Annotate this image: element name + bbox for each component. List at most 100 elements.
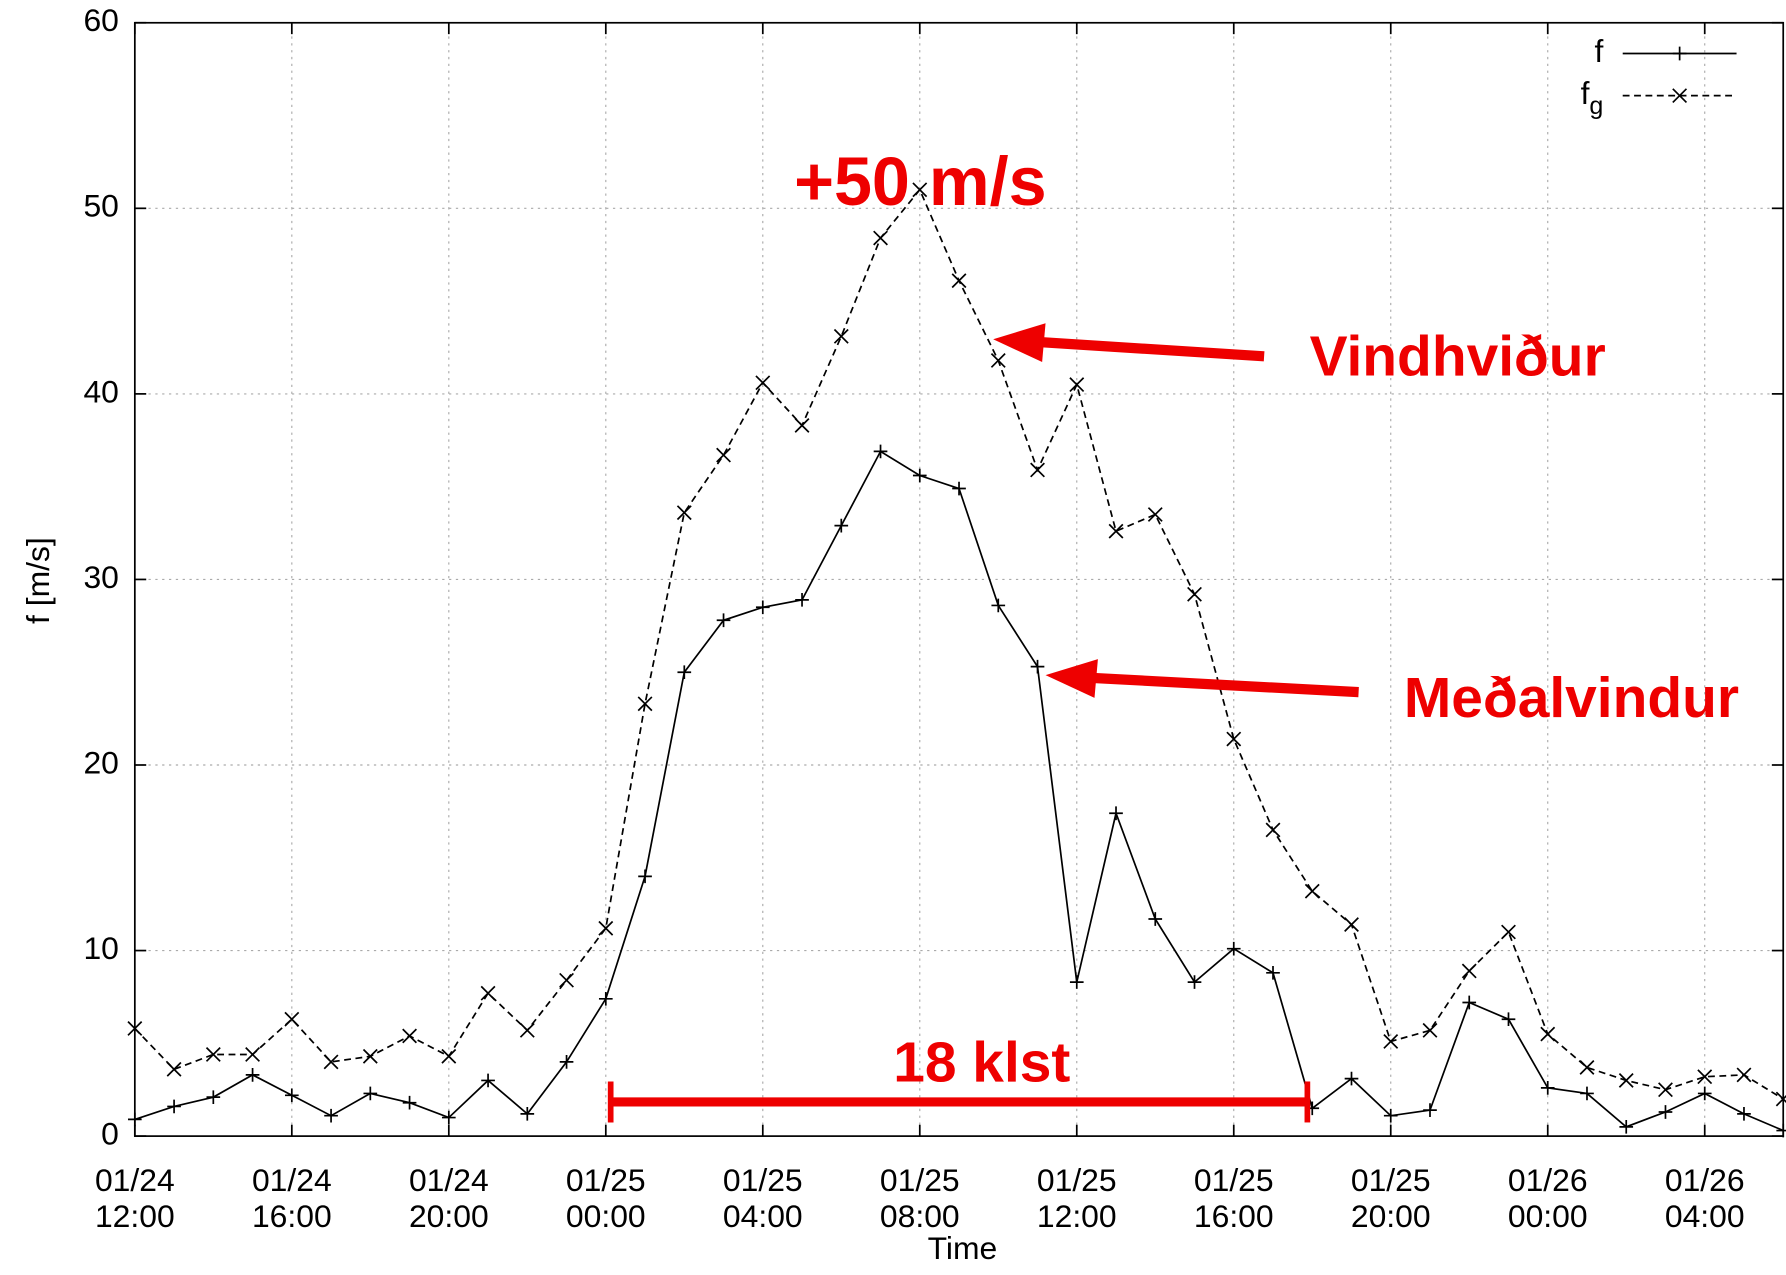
y-tick-label: 60 (83, 2, 118, 38)
x-tick-label: 01/24 12:00 (95, 1162, 175, 1234)
marker (1618, 1073, 1634, 1088)
marker (1187, 586, 1202, 602)
marker (991, 598, 1006, 613)
marker (1226, 941, 1241, 956)
arrow-head (1045, 659, 1098, 698)
x-tick-label: 01/25 16:00 (1194, 1162, 1274, 1234)
marker (755, 600, 770, 615)
annotation: Vindhviður (1310, 325, 1606, 389)
marker (1736, 1067, 1752, 1083)
marker (1304, 883, 1320, 899)
marker (245, 1068, 260, 1082)
marker (127, 1021, 143, 1036)
annotation: 18 klst (893, 1030, 1070, 1094)
marker (1579, 1060, 1595, 1075)
marker (794, 417, 810, 433)
x-tick-label: 01/25 20:00 (1351, 1162, 1431, 1234)
x-tick-label: 01/25 12:00 (1037, 1162, 1117, 1234)
y-tick-label: 20 (83, 744, 118, 780)
marker (1461, 963, 1477, 979)
marker (402, 1028, 417, 1044)
marker (481, 1073, 495, 1088)
marker (1540, 1081, 1555, 1095)
marker (716, 447, 731, 463)
marker (441, 1048, 457, 1064)
marker (795, 593, 809, 607)
legend: f fg (1581, 33, 1737, 120)
marker (559, 972, 574, 988)
x-tick-label: 01/24 20:00 (409, 1162, 489, 1234)
marker (833, 328, 849, 344)
annotations: +50 m/s Vindhviður Meðalvindur 18 klst (607, 144, 1739, 1123)
marker (519, 1022, 535, 1038)
marker (1030, 462, 1045, 478)
marker (1501, 924, 1516, 940)
marker (755, 375, 771, 391)
x-tick-label: 01/25 00:00 (566, 1162, 646, 1234)
marker (952, 481, 966, 496)
marker (1383, 1108, 1398, 1123)
marker (1069, 975, 1084, 989)
y-tick-label: 40 (83, 373, 118, 409)
marker (637, 696, 653, 712)
legend-label: f (1594, 33, 1603, 69)
marker (1697, 1069, 1713, 1085)
marker (951, 273, 967, 289)
annotation: Meðalvindur (1404, 666, 1739, 730)
marker (1109, 806, 1123, 821)
series-line (134, 450, 1784, 1132)
marker (245, 1047, 261, 1062)
marker (205, 1047, 221, 1062)
marker (677, 665, 692, 680)
annotation: +50 m/s (794, 144, 1047, 220)
marker (284, 1088, 299, 1103)
plot: 0 10 20 30 40 50 60 01/24 12:00 01/24 16:00 01/24 20… (83, 2, 1786, 1234)
marker (1148, 912, 1163, 926)
marker (1108, 523, 1124, 539)
marker (1672, 46, 1687, 61)
marker (1265, 822, 1281, 838)
marker (990, 353, 1006, 368)
x-tick-label: 01/26 04:00 (1665, 1162, 1745, 1234)
marker (1619, 1120, 1634, 1134)
marker (1776, 1123, 1786, 1138)
marker (1501, 1012, 1516, 1027)
marker (480, 985, 496, 1001)
marker (206, 1090, 221, 1104)
marker (1540, 1026, 1556, 1042)
marker (1187, 975, 1202, 989)
x-tick-label: 01/25 04:00 (723, 1162, 803, 1234)
marker (1266, 965, 1280, 980)
marker (1697, 1086, 1712, 1101)
marker (598, 991, 613, 1006)
x-tick-label: 01/25 08:00 (880, 1162, 960, 1234)
marker (834, 518, 849, 533)
plot-frame (133, 21, 1785, 1137)
marker (1775, 1091, 1786, 1107)
marker (1462, 995, 1477, 1010)
marker (873, 444, 888, 459)
y-axis-label: f [m/s] (20, 537, 56, 624)
marker (362, 1048, 378, 1064)
y-tick-label: 0 (101, 1116, 119, 1152)
marker (520, 1107, 535, 1121)
y-tick-label: 10 (83, 930, 118, 966)
x-axis-label: Time (928, 1230, 998, 1266)
marker (128, 1112, 142, 1127)
marker (402, 1095, 417, 1110)
marker (441, 1110, 456, 1125)
marker (1069, 377, 1085, 393)
marker (912, 468, 927, 483)
marker (1147, 507, 1163, 522)
marker (1344, 917, 1359, 933)
x-tick-label: 01/26 00:00 (1508, 1162, 1588, 1234)
marker (1422, 1022, 1438, 1038)
marker (638, 869, 652, 884)
legend-label: fg (1581, 75, 1604, 120)
marker (284, 1011, 300, 1027)
marker (166, 1061, 182, 1077)
marker (1737, 1107, 1751, 1121)
marker (716, 613, 731, 628)
